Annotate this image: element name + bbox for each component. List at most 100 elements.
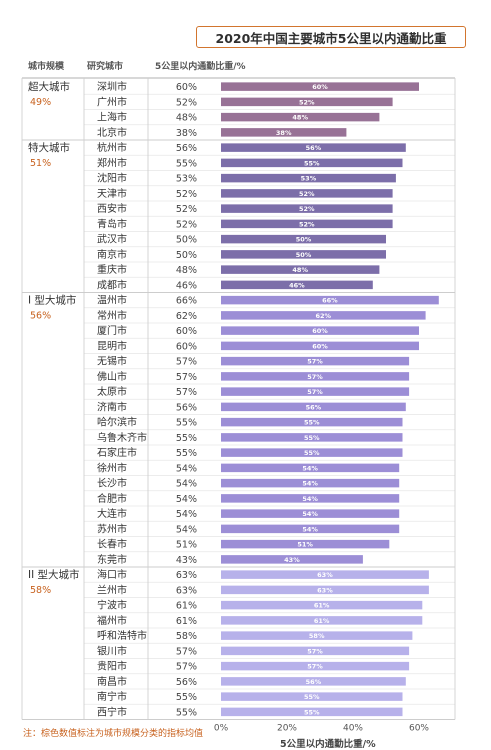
x-axis-label: 5公里以内通勤比重/% xyxy=(280,739,376,750)
bar xyxy=(221,402,406,412)
bar xyxy=(221,234,386,244)
value-label: 55% xyxy=(176,692,197,703)
bar xyxy=(221,372,410,381)
city-label: 西宁市 xyxy=(97,705,127,718)
bar xyxy=(221,631,413,640)
group-mean-label: 56% xyxy=(30,311,51,322)
bar xyxy=(221,326,419,335)
city-label: 武汉市 xyxy=(97,233,127,246)
city-label: 沈阳市 xyxy=(97,172,127,185)
city-label: 佛山市 xyxy=(97,370,127,383)
bar-data-label: 58% xyxy=(309,632,325,640)
value-label: 52% xyxy=(176,219,197,230)
bar-data-label: 61% xyxy=(314,602,330,610)
value-label: 52% xyxy=(176,97,197,108)
header-metric: 5公里以内通勤比重/% xyxy=(155,62,246,72)
bar xyxy=(221,555,363,564)
value-label: 57% xyxy=(176,387,197,398)
city-label: 兰州市 xyxy=(97,583,127,596)
city-label: 西安市 xyxy=(97,202,127,215)
bar-data-label: 52% xyxy=(299,220,315,228)
bar-data-label: 51% xyxy=(297,541,313,549)
bar xyxy=(221,646,410,656)
city-label: 南宁市 xyxy=(97,690,127,703)
value-label: 63% xyxy=(176,585,197,596)
group-mean-label: 49% xyxy=(30,97,51,108)
city-label: 天津市 xyxy=(97,187,127,200)
bar xyxy=(221,616,423,625)
bar-data-label: 55% xyxy=(304,693,320,701)
bar-data-label: 55% xyxy=(304,708,320,716)
bar-data-label: 53% xyxy=(301,175,317,183)
bar-data-label: 66% xyxy=(322,297,338,305)
value-label: 48% xyxy=(176,265,197,276)
header-city: 研究城市 xyxy=(87,62,124,72)
bar xyxy=(221,341,419,351)
city-label: 银川市 xyxy=(97,644,127,657)
city-label: 常州市 xyxy=(97,309,127,322)
city-label: 长春市 xyxy=(97,538,127,551)
bar-data-label: 54% xyxy=(302,464,318,472)
x-tick-label: 20% xyxy=(277,724,297,734)
value-label: 55% xyxy=(176,448,197,459)
bar xyxy=(221,463,400,473)
bar-data-label: 52% xyxy=(299,190,315,198)
city-label: 北京市 xyxy=(97,126,127,139)
value-label: 55% xyxy=(176,433,197,444)
value-label: 52% xyxy=(176,204,197,215)
value-label: 46% xyxy=(176,280,197,291)
value-label: 60% xyxy=(176,341,197,352)
value-label: 56% xyxy=(176,143,197,154)
value-label: 58% xyxy=(176,631,197,642)
bar-data-label: 52% xyxy=(299,98,315,106)
city-label: 苏州市 xyxy=(97,522,127,535)
city-label: 合肥市 xyxy=(97,492,127,505)
bar-data-label: 55% xyxy=(304,159,320,167)
city-label: 成都市 xyxy=(97,278,127,291)
bar xyxy=(221,661,410,671)
bar xyxy=(221,295,439,305)
bar-data-label: 57% xyxy=(307,388,323,396)
bar xyxy=(221,311,426,320)
bar-data-label: 63% xyxy=(317,586,333,594)
city-label: 上海市 xyxy=(97,111,127,124)
city-label: 石家庄市 xyxy=(97,446,137,459)
bar-data-label: 38% xyxy=(276,129,292,137)
bar xyxy=(221,158,403,168)
x-tick-label: 40% xyxy=(343,724,363,734)
bar xyxy=(221,524,400,534)
chart-title: 2020年中国主要城市5公里以内通勤比重 xyxy=(196,26,466,48)
city-label: 深圳市 xyxy=(97,80,127,93)
footnote: 注：棕色数值标注为城市规模分类的指标均值 xyxy=(23,729,204,739)
city-label: 福州市 xyxy=(97,614,127,627)
bar-data-label: 56% xyxy=(306,403,322,411)
bar-data-label: 48% xyxy=(292,114,308,122)
bar xyxy=(221,128,347,137)
value-label: 62% xyxy=(176,311,197,322)
city-label: 大连市 xyxy=(97,507,127,520)
bar xyxy=(221,204,393,213)
bar xyxy=(221,97,393,107)
city-label: 宁波市 xyxy=(97,599,127,612)
value-label: 57% xyxy=(176,357,197,368)
value-label: 54% xyxy=(176,524,197,535)
city-label: 温州市 xyxy=(97,294,127,307)
bar-data-label: 57% xyxy=(307,663,323,671)
value-label: 54% xyxy=(176,509,197,520)
value-label: 43% xyxy=(176,555,197,566)
value-label: 54% xyxy=(176,463,197,474)
bar-data-label: 54% xyxy=(302,495,318,503)
bar-data-label: 57% xyxy=(307,647,323,655)
bar xyxy=(221,433,403,442)
x-tick-label: 60% xyxy=(409,724,429,734)
value-label: 50% xyxy=(176,235,197,246)
bar-data-label: 56% xyxy=(306,144,322,152)
city-label: 无锡市 xyxy=(97,355,127,368)
bar xyxy=(221,189,393,198)
city-label: 郑州市 xyxy=(97,156,127,169)
value-label: 51% xyxy=(176,540,197,551)
value-label: 55% xyxy=(176,707,197,718)
bar xyxy=(221,539,390,549)
city-label: 广州市 xyxy=(97,95,127,108)
